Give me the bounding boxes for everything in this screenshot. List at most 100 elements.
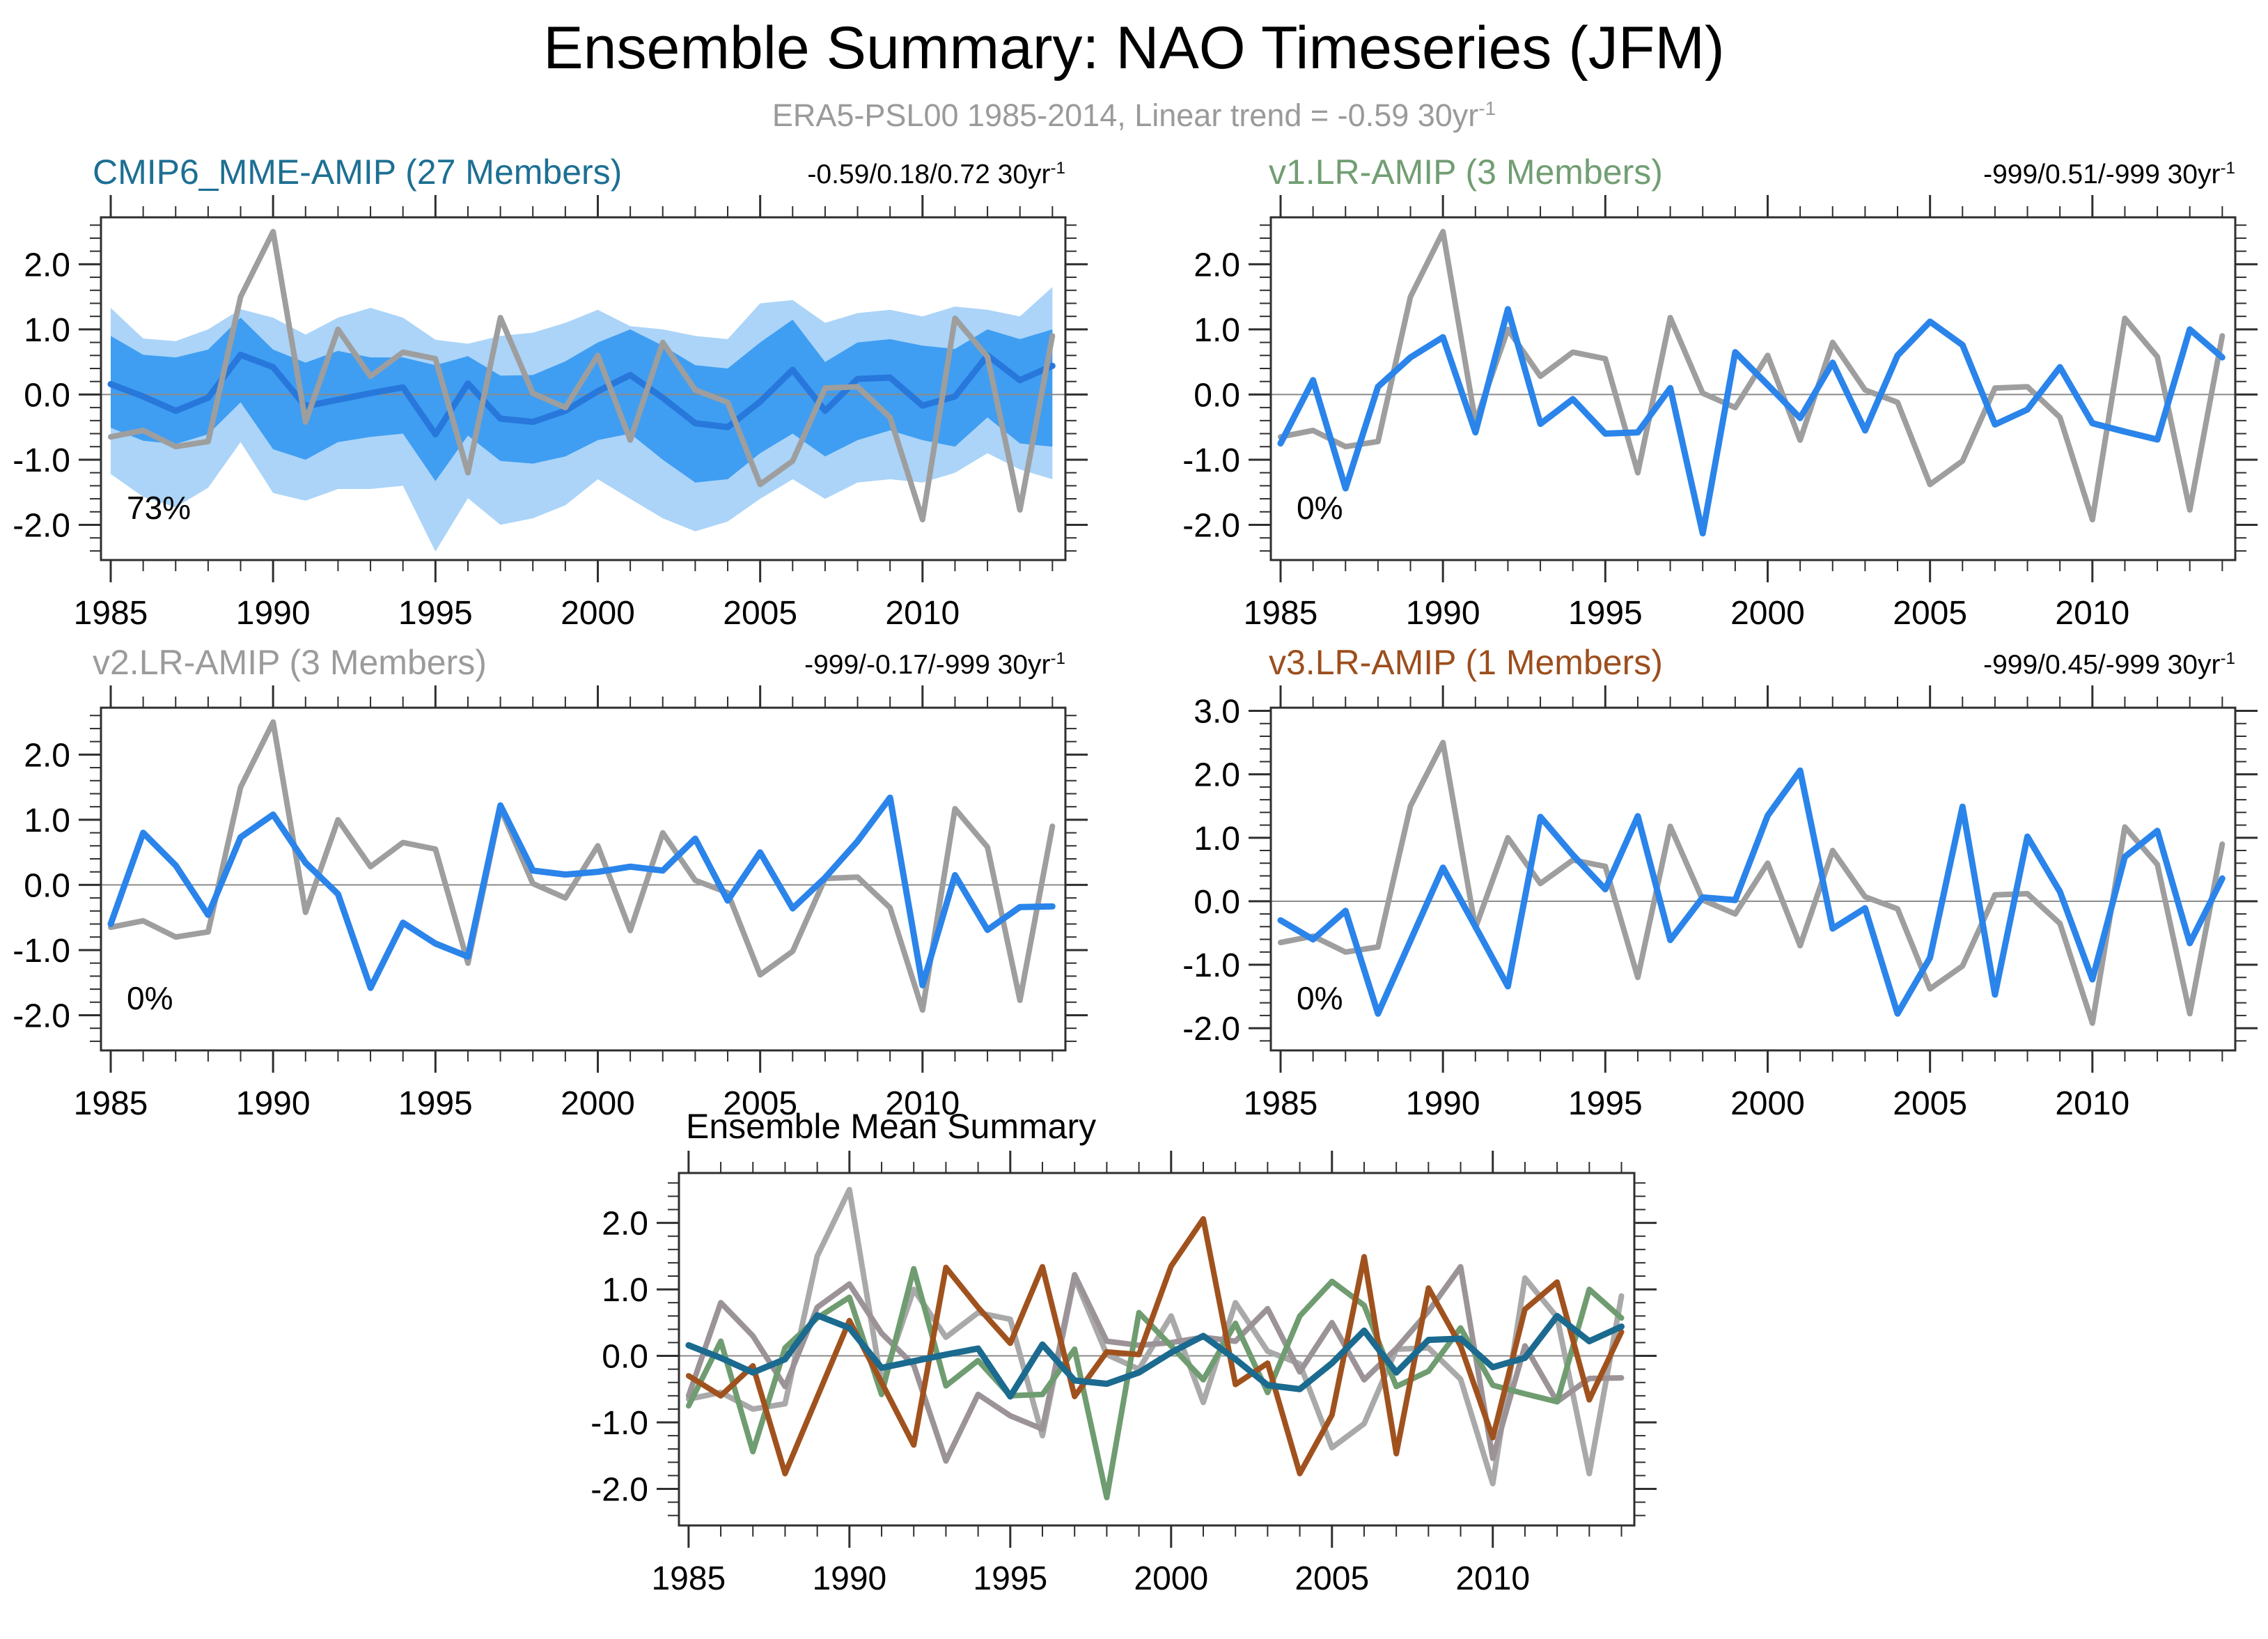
x-tick-label: 2010 (885, 595, 960, 632)
chart-panel-v2-lr-amip: 1985 1990 1995 2000 2005 2010 -2.0 -1.0 0.0 1.0 2.… (13, 685, 1088, 1122)
x-tick-label: 2010 (2055, 1085, 2129, 1122)
y-tick-label: -1.0 (591, 1405, 648, 1442)
x-tick-label: 2005 (1893, 595, 1967, 632)
trend-superscript: -1 (2220, 649, 2236, 668)
page-subtitle-text: ERA5-PSL00 1985-2014, Linear trend = -0.… (772, 98, 1479, 133)
x-tick-label: 1990 (236, 1085, 311, 1122)
x-tick-label: 2000 (561, 1085, 635, 1122)
x-tick-label: 2005 (1893, 1085, 1967, 1122)
x-tick-label: 1985 (651, 1560, 726, 1597)
era5-obs-line (1278, 228, 2226, 522)
y-tick-label: 1.0 (1194, 821, 1240, 857)
y-tick-label: 3.0 (1194, 694, 1240, 731)
x-tick-label: 1985 (1244, 1085, 1318, 1122)
axis-ticks (79, 685, 1088, 1073)
y-tick-label: 2.0 (602, 1206, 648, 1243)
y-tick-label: 2.0 (1194, 757, 1240, 794)
y-tick-label: -2.0 (1182, 1011, 1240, 1048)
skill-percent-v1-lr-amip: 0% (1297, 490, 1343, 526)
plot-frame (678, 1172, 1636, 1527)
y-tick-label: 2.0 (24, 737, 70, 774)
axis-labels: 1985 1990 1995 2000 2005 2010 -2.0 -1.0 0.0 1.0 2.… (13, 737, 960, 1122)
x-tick-label: 2010 (1455, 1560, 1530, 1597)
x-tick-label: 1985 (74, 1085, 148, 1122)
plot-frame (1269, 216, 2237, 561)
plot-frame (1269, 706, 2237, 1052)
y-tick-label: 0.0 (1194, 884, 1240, 921)
trend-text: -999/0.51/-999 30yr (1983, 160, 2221, 189)
x-tick-label: 1995 (1568, 1085, 1643, 1122)
era5-obs-line (685, 1186, 1625, 1486)
panel-title-cmip6-mme-amip: CMIP6_MME-AMIP (27 Members) (93, 153, 623, 192)
x-tick-label: 2000 (1134, 1560, 1208, 1597)
trend-text: -999/-0.17/-999 30yr (804, 650, 1051, 680)
y-tick-label: -1.0 (13, 442, 70, 479)
y-tick-label: -1.0 (1182, 442, 1240, 479)
axis-ticks (657, 1151, 1657, 1548)
x-tick-label: 1990 (1406, 1085, 1480, 1122)
v2-mean-line (685, 1264, 1625, 1464)
page-subtitle-superscript: -1 (1478, 98, 1496, 119)
y-tick-label: 0.0 (24, 377, 70, 414)
trend-text: -999/0.45/-999 30yr (1983, 650, 2221, 680)
skill-percent-v3-lr-amip: 0% (1297, 980, 1343, 1016)
page-subtitle: ERA5-PSL00 1985-2014, Linear trend = -0.… (0, 98, 2268, 134)
trend-label-cmip6-mme-amip: -0.59/0.18/0.72 30yr-1 (101, 159, 1065, 190)
x-tick-label: 2000 (1730, 595, 1805, 632)
x-tick-label: 2010 (885, 1085, 960, 1122)
trend-label-v1-lr-amip: -999/0.51/-999 30yr-1 (1271, 159, 2235, 190)
axis-ticks (1249, 685, 2258, 1073)
skill-percent-v2-lr-amip: 0% (127, 980, 173, 1016)
v1-ensemble-mean-line (1277, 306, 2226, 537)
x-tick-label: 1995 (973, 1560, 1047, 1597)
panel-title-ensemble-mean-summary: Ensemble Mean Summary (686, 1107, 1097, 1146)
axis-labels: 1985 1990 1995 2000 2005 2010 -2.0 -1.0 0.0 1.0 2.… (591, 1206, 1530, 1597)
y-tick-label: 2.0 (1194, 247, 1240, 283)
x-tick-label: 1995 (398, 1085, 473, 1122)
trend-label-v3-lr-amip: -999/0.45/-999 30yr-1 (1271, 649, 2235, 681)
y-tick-label: -2.0 (13, 997, 70, 1034)
x-tick-label: 2005 (723, 595, 797, 632)
x-tick-label: 1985 (74, 595, 148, 632)
x-tick-label: 2005 (1295, 1560, 1369, 1597)
x-tick-label: 1995 (1568, 595, 1643, 632)
trend-superscript: -1 (1050, 159, 1066, 178)
trend-superscript: -1 (1050, 649, 1066, 668)
panel-title-v1-lr-amip: v1.LR-AMIP (3 Members) (1269, 153, 1663, 192)
skill-percent-cmip6-mme-amip: 73% (127, 490, 191, 526)
v2-ensemble-mean-line (107, 794, 1056, 991)
y-tick-label: 1.0 (1194, 312, 1240, 349)
x-tick-label: 1985 (1244, 595, 1318, 632)
x-tick-label: 2010 (2055, 595, 2129, 632)
x-tick-label: 2000 (1730, 1085, 1805, 1122)
x-tick-label: 1990 (812, 1560, 886, 1597)
axis-ticks (79, 195, 1088, 582)
axis-labels: 1985 1990 1995 2000 2005 2010 -2.0 -1.0 0.0 1.0 2.… (13, 247, 960, 632)
y-tick-label: -2.0 (13, 507, 70, 544)
trend-superscript: -1 (2220, 159, 2236, 178)
chart-panel-v3-lr-amip: 1985 1990 1995 2000 2005 2010 -2.0 -1.0 0.0 1.0 2.… (1182, 685, 2258, 1122)
y-tick-label: 0.0 (1194, 377, 1240, 414)
era5-obs-line (1278, 740, 2226, 1026)
chart-panel-cmip6-mme-amip: 1985 1990 1995 2000 2005 2010 -2.0 -1.0 0.0 1.0 2.… (13, 195, 1088, 632)
x-tick-label: 2000 (561, 595, 635, 632)
y-tick-label: -2.0 (591, 1471, 648, 1508)
era5-obs-line (108, 228, 1056, 522)
cmip6-mme-mean-line (685, 1312, 1625, 1400)
v1-mean-line (685, 1266, 1625, 1500)
chart-panel-v1-lr-amip: 1985 1990 1995 2000 2005 2010 -2.0 -1.0 0.0 1.0 2.… (1182, 195, 2258, 632)
y-tick-label: -2.0 (1182, 507, 1240, 544)
y-tick-label: -1.0 (13, 933, 70, 970)
y-tick-label: 1.0 (602, 1272, 648, 1309)
axis-ticks (1249, 195, 2258, 582)
axis-labels: 1985 1990 1995 2000 2005 2010 -2.0 -1.0 0.0 1.0 2.… (1182, 694, 2129, 1122)
y-tick-label: -1.0 (1182, 947, 1240, 984)
v3-mean-line (685, 1215, 1625, 1477)
trend-label-v2-lr-amip: -999/-0.17/-999 30yr-1 (101, 649, 1065, 681)
panel-title-v2-lr-amip: v2.LR-AMIP (3 Members) (93, 643, 487, 682)
x-tick-label: 1995 (398, 595, 473, 632)
x-tick-label: 1990 (1406, 595, 1480, 632)
plot-frame (100, 706, 1067, 1052)
